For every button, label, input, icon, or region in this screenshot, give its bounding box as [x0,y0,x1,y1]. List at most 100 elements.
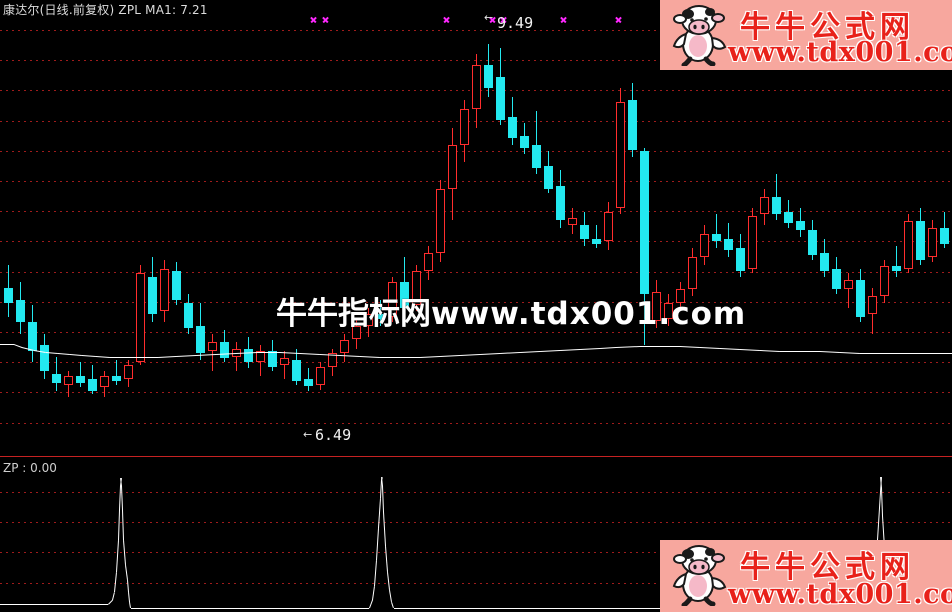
zp-segment [389,590,392,603]
candle-body [388,282,397,317]
candle-body [244,348,253,363]
ma-segment [540,350,561,352]
site-logo-bottom[interactable]: 牛牛公式网 www.tdx001.com [660,540,952,612]
candle-body [712,234,721,242]
ma-segment [279,352,300,354]
zp-segment [122,510,124,541]
candle-body [88,379,97,391]
zp-segment [112,592,115,601]
ma-segment [176,355,197,357]
candle-body [796,220,805,230]
candle-body [532,145,541,169]
candle-body [544,165,553,189]
candle-body [928,227,937,258]
zp-segment [381,477,383,487]
ma-segment [600,347,617,349]
ma-segment [0,344,14,345]
candle-body [520,136,529,148]
candle-wick [776,173,777,220]
ma-segment [158,356,177,358]
zp-segment [385,546,388,573]
ma-segment [780,351,800,352]
candle-body [148,276,157,315]
candle-body [172,270,181,300]
candle-body [592,238,601,244]
candle-body [628,99,637,150]
grid-line [0,522,952,524]
zp-segment [0,604,108,605]
zp-segment [378,498,381,529]
candle-body [340,339,349,354]
candle-body [940,227,949,244]
candle-wick [284,350,285,380]
zp-segment [116,540,119,573]
candle-body [664,302,673,319]
candle-body [316,366,325,386]
grid-line [0,211,952,213]
candle-body [304,379,313,387]
ma-segment [440,355,461,357]
grid-line [0,582,952,584]
panel-separator [0,456,952,457]
ma-segment [800,351,820,352]
zp-segment [372,586,375,601]
candle-body [484,65,493,89]
candle-body [472,65,481,109]
cow-mascot-icon [672,5,727,66]
ma-segment [930,353,952,354]
candle-body [220,341,229,358]
logo-url-en: www.tdx001.com [728,579,952,610]
ma-segment [460,354,481,356]
candle-body [280,357,289,365]
site-logo-top[interactable]: 牛牛公式网 www.tdx001.com [660,0,952,70]
ma-segment [560,349,581,351]
candle-wick [308,368,309,391]
candle-wick [536,111,537,174]
main-price-panel[interactable] [0,0,952,455]
grid-line [0,271,952,273]
candle-body [508,116,517,139]
low-price-arrow-icon: ← [303,428,313,441]
zp-segment [369,600,373,609]
candle-wick [236,341,237,372]
zp-segment [121,486,123,511]
logo-title-cn: 牛牛公式网 [740,550,915,585]
candle-body [640,151,649,294]
ma-segment [95,356,110,358]
candle-wick [848,273,849,308]
signal-marker-icon [560,16,567,23]
ma-segment [339,355,360,357]
candle-body [436,188,445,253]
signal-marker-icon [310,16,317,23]
ma-segment [258,352,280,353]
candle-body [604,211,613,242]
zp-segment [125,565,128,581]
zp-segment [108,600,113,605]
candle-wick [716,213,717,249]
ma-segment [299,353,320,355]
ma-segment [420,356,441,358]
candle-body [64,376,73,386]
logo-url-en: www.tdx001.com [728,37,952,68]
candle-body [916,220,925,260]
grid-line [0,30,952,31]
logo-title-cn: 牛牛公式网 [740,10,915,45]
candle-body [772,196,781,214]
main-panel-title: 康达尔(日线.前复权) ZPL MA1: 7.21 [3,3,208,17]
zp-segment [394,608,420,609]
zp-segment [382,486,384,513]
grid-line [0,362,952,364]
candle-body [4,288,13,303]
candle-body [136,273,145,363]
candle-body [868,296,877,315]
candle-body [580,225,589,239]
watermark-cn: 牛牛指标网 [276,296,431,332]
candle-body [496,76,505,121]
ma-segment [759,350,780,352]
candle-body [700,234,709,258]
ma-segment [699,347,720,349]
candle-body [652,291,661,322]
candle-wick [116,360,117,386]
grid-line [0,332,952,333]
